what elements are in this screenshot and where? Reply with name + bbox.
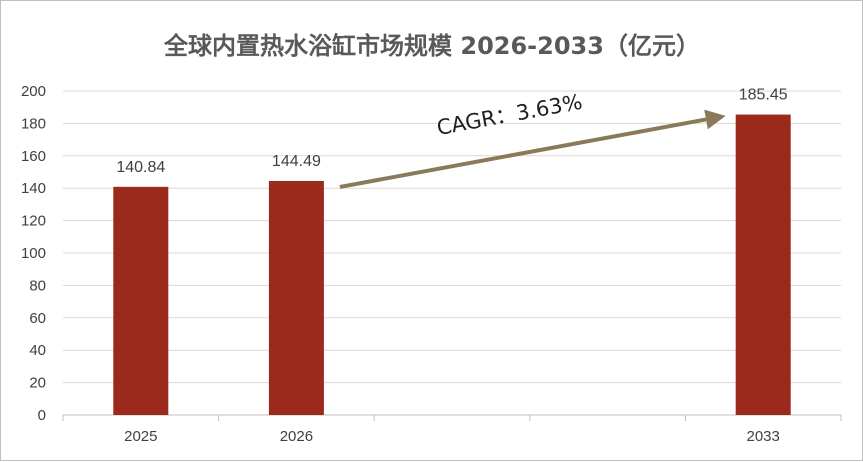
y-tick-label: 140 bbox=[21, 180, 46, 197]
y-tick-label: 40 bbox=[29, 342, 46, 359]
y-tick-label: 80 bbox=[29, 277, 46, 294]
y-tick-label: 120 bbox=[21, 213, 46, 230]
cagr-annotation: CAGR：3.63% bbox=[339, 90, 726, 189]
cagr-arrow bbox=[339, 109, 726, 189]
data-label: 185.45 bbox=[739, 87, 788, 104]
data-label: 140.84 bbox=[116, 159, 165, 176]
bar bbox=[268, 180, 324, 415]
x-tick-label: 2026 bbox=[280, 428, 313, 445]
data-labels: 140.84 144.49 185.45 bbox=[116, 87, 787, 176]
data-label: 144.49 bbox=[272, 153, 321, 170]
y-tick-label: 200 bbox=[21, 83, 46, 100]
gridlines bbox=[63, 90, 841, 384]
x-tick-label: 2033 bbox=[747, 428, 780, 445]
axes: 0 20 40 60 80 100 120 140 160 180 200 2025 2026 2033 bbox=[21, 83, 842, 445]
y-tick-label: 60 bbox=[29, 310, 46, 327]
cagr-label: CAGR：3.63% bbox=[435, 90, 584, 140]
bar bbox=[113, 186, 169, 415]
y-tick-label: 100 bbox=[21, 245, 46, 262]
y-tick-label: 160 bbox=[21, 148, 46, 165]
bar bbox=[735, 114, 791, 416]
chart-title: 全球内置热水浴缸市场规模 2026-2033（亿元） bbox=[163, 32, 700, 60]
bars bbox=[113, 114, 791, 416]
x-tick-label: 2025 bbox=[124, 428, 157, 445]
y-tick-label: 180 bbox=[21, 115, 46, 132]
y-tick-label: 20 bbox=[29, 375, 46, 392]
y-tick-label: 0 bbox=[38, 407, 46, 424]
